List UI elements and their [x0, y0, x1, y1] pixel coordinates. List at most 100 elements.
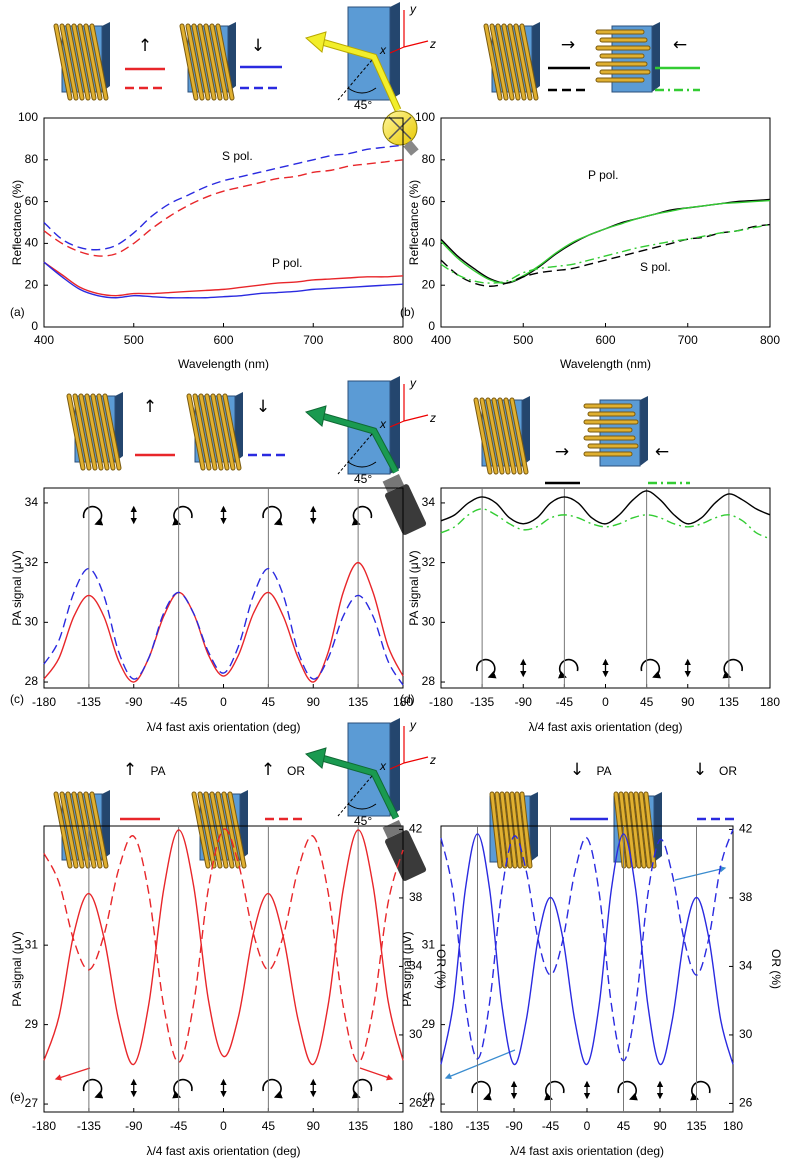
y-tick-label: 100 [415, 110, 435, 124]
series-line [43, 159, 404, 257]
y2-axis-label: OR (%) [769, 949, 783, 989]
legend-label: → [555, 442, 569, 462]
circular-arrow [690, 1080, 711, 1101]
x-tick-label: 600 [595, 333, 615, 347]
normal-line [337, 59, 373, 101]
x-tick-label: -90 [125, 1119, 143, 1133]
x-tick-label: -45 [170, 1119, 188, 1133]
series-line [43, 261, 404, 297]
legend-label: ↓ [570, 760, 584, 780]
y-tick-label: 0 [428, 319, 435, 333]
y2-tick-label: 42 [409, 822, 423, 836]
legend-label: ↓ [256, 397, 270, 417]
y-tick-label: 28 [422, 674, 436, 688]
circular-arrow [262, 505, 283, 526]
x-axis-label: Wavelength (nm) [178, 357, 269, 371]
angle-label: 45° [354, 98, 372, 112]
x-tick-label: 500 [124, 333, 144, 347]
x-tick-label: 180 [393, 695, 413, 709]
nanorod [205, 394, 223, 470]
bulb-base [403, 140, 419, 156]
x-tick-label: -135 [77, 1119, 101, 1133]
nanorod [474, 398, 492, 474]
nanorod [79, 394, 97, 470]
nanorod [180, 24, 198, 100]
nanorod [54, 24, 72, 100]
x-tick-label: 135 [348, 695, 368, 709]
x-tick-label: 45 [617, 1119, 631, 1133]
y-tick-label: 60 [422, 194, 436, 208]
nanorod [187, 394, 205, 470]
substrate-side [652, 22, 660, 92]
nanorod [85, 394, 103, 470]
y-tick-label: 27 [25, 1096, 39, 1110]
x-tick-label: -135 [465, 1119, 489, 1133]
y-tick-label: 31 [422, 937, 436, 951]
y-tick-label: 29 [422, 1017, 436, 1031]
substrate-side [102, 790, 110, 860]
legend-label: ↑ [261, 760, 275, 780]
axis-name: y [409, 376, 417, 390]
nanorod [504, 398, 522, 474]
x-axis-label: λ/4 fast axis orientation (deg) [528, 720, 682, 734]
x-tick-label: -180 [429, 1119, 453, 1133]
substrate-side [235, 392, 243, 462]
axis-name: x [379, 43, 387, 57]
nanorod [90, 792, 108, 868]
x-tick-label: 700 [678, 333, 698, 347]
normal-line [337, 775, 373, 817]
beam [321, 39, 401, 112]
y-tick-label: 20 [25, 277, 39, 291]
nanorod [90, 24, 108, 100]
substrate-side [240, 790, 248, 860]
y-tick-label: 32 [422, 555, 436, 569]
x-tick-label: 90 [681, 695, 695, 709]
annotation: S pol. [640, 260, 671, 274]
x-tick-label: 45 [640, 695, 654, 709]
y-tick-label: 40 [25, 236, 39, 250]
circular-arrow [640, 658, 662, 679]
substrate-side [102, 22, 110, 92]
y-tick-label: 30 [25, 615, 39, 629]
nanorod [91, 394, 109, 470]
axis-name: z [429, 411, 436, 425]
nanorod [216, 24, 234, 100]
plot-area [440, 487, 771, 689]
nanorod [508, 24, 526, 100]
nanorod [84, 792, 102, 868]
angle-arc [347, 87, 377, 94]
nanorod [78, 792, 96, 868]
y-axis-label: PA signal (μV) [400, 931, 414, 1006]
nanorod [514, 24, 532, 100]
nanorod [103, 394, 121, 470]
nanorod [510, 398, 528, 474]
x-tick-label: 90 [307, 1119, 321, 1133]
angle-arc [347, 461, 377, 468]
nanorod [66, 792, 84, 868]
y2-tick-label: 34 [739, 959, 753, 973]
circular-arrow [172, 505, 193, 526]
y2-tick-label: 26 [739, 1096, 753, 1110]
y2-tick-label: 42 [739, 822, 753, 836]
x-tick-label: 500 [513, 333, 533, 347]
legend-label: PA [150, 764, 165, 778]
circular-arrow [617, 1080, 638, 1101]
nanorod [515, 792, 527, 868]
nanorod [54, 792, 72, 868]
y-tick-label: 34 [422, 495, 436, 509]
y2-tick-label: 26 [409, 1096, 423, 1110]
axis-name: x [379, 759, 387, 773]
annotation: P pol. [272, 256, 302, 270]
panel-label: (b) [400, 305, 415, 319]
axis-pointer [674, 866, 727, 881]
x-tick-label: -180 [32, 1119, 56, 1133]
nanorod [186, 24, 204, 100]
series-line [440, 490, 771, 525]
x-axis-label: λ/4 fast axis orientation (deg) [510, 1144, 664, 1158]
axis-name: x [379, 417, 387, 431]
beam [321, 755, 399, 820]
x-tick-label: 180 [760, 695, 780, 709]
nanorod [204, 24, 222, 100]
legend-label: PA [596, 764, 611, 778]
axis-name: y [409, 718, 417, 732]
